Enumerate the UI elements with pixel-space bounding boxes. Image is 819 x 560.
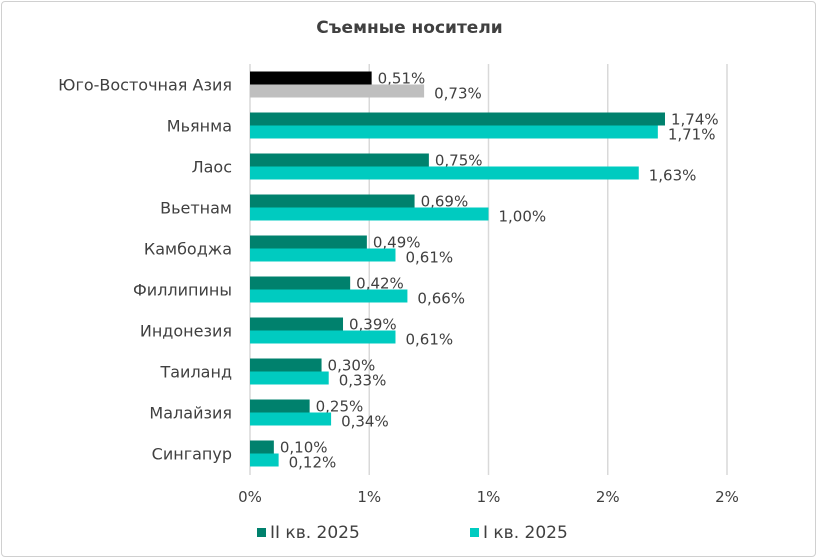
data-label: 0,10% — [280, 439, 328, 457]
data-label: 0,51% — [378, 70, 426, 88]
bar — [250, 330, 396, 344]
bar — [250, 399, 310, 413]
category-label: Филлипины — [133, 281, 232, 300]
data-label: 0,33% — [339, 372, 387, 390]
category-label: Камбоджа — [144, 240, 232, 259]
data-label: 0,12% — [289, 454, 337, 472]
bar — [250, 194, 415, 208]
bar — [250, 289, 408, 303]
x-tick-label: 1% — [477, 488, 501, 506]
bar — [250, 358, 322, 372]
data-label: 1,74% — [671, 111, 719, 129]
data-label: 0,30% — [328, 357, 376, 375]
data-label: 0,69% — [421, 193, 469, 211]
data-label: 0,34% — [341, 413, 389, 431]
data-label: 0,66% — [417, 290, 465, 308]
bar — [250, 453, 279, 467]
x-tick-label: 0% — [238, 488, 262, 506]
x-tick-label: 1% — [357, 488, 381, 506]
bar — [250, 317, 344, 331]
legend-swatch — [470, 528, 479, 537]
data-label: 1,71% — [668, 126, 716, 144]
bar — [250, 125, 658, 139]
data-label: 0,42% — [356, 275, 404, 293]
bar — [250, 412, 332, 426]
bar — [250, 166, 639, 180]
x-tick-label: 2% — [596, 488, 620, 506]
category-label: Мьянма — [167, 117, 232, 136]
bar — [250, 248, 396, 262]
bar — [250, 440, 274, 454]
data-label: 1,63% — [649, 167, 697, 185]
bar — [250, 371, 329, 385]
category-label: Вьетнам — [160, 199, 232, 218]
chart-title: Съемные носители — [316, 18, 503, 38]
data-label: 1,00% — [499, 208, 547, 226]
data-label: 0,39% — [349, 316, 397, 334]
legend-label: II кв. 2025 — [270, 523, 360, 543]
legend-swatch — [257, 528, 266, 537]
data-label: 0,49% — [373, 234, 421, 252]
data-label: 0,61% — [405, 331, 453, 349]
legend-label: I кв. 2025 — [483, 523, 568, 543]
category-label: Юго-Восточная Азия — [58, 76, 232, 95]
category-label: Лаос — [192, 158, 232, 177]
bar — [250, 153, 429, 167]
x-tick-label: 2% — [715, 488, 739, 506]
bar — [250, 276, 351, 290]
bar — [250, 207, 489, 221]
category-label: Малайзия — [149, 404, 232, 423]
data-label: 0,73% — [434, 85, 482, 103]
bar — [250, 84, 425, 98]
bar — [250, 71, 372, 85]
data-label: 0,61% — [405, 249, 453, 267]
bar — [250, 235, 367, 249]
category-label: Индонезия — [140, 322, 232, 341]
data-label: 0,75% — [435, 152, 483, 170]
data-label: 0,25% — [316, 398, 364, 416]
category-label: Таиланд — [159, 363, 232, 382]
category-label: Сингапур — [152, 445, 232, 464]
bar — [250, 112, 665, 126]
